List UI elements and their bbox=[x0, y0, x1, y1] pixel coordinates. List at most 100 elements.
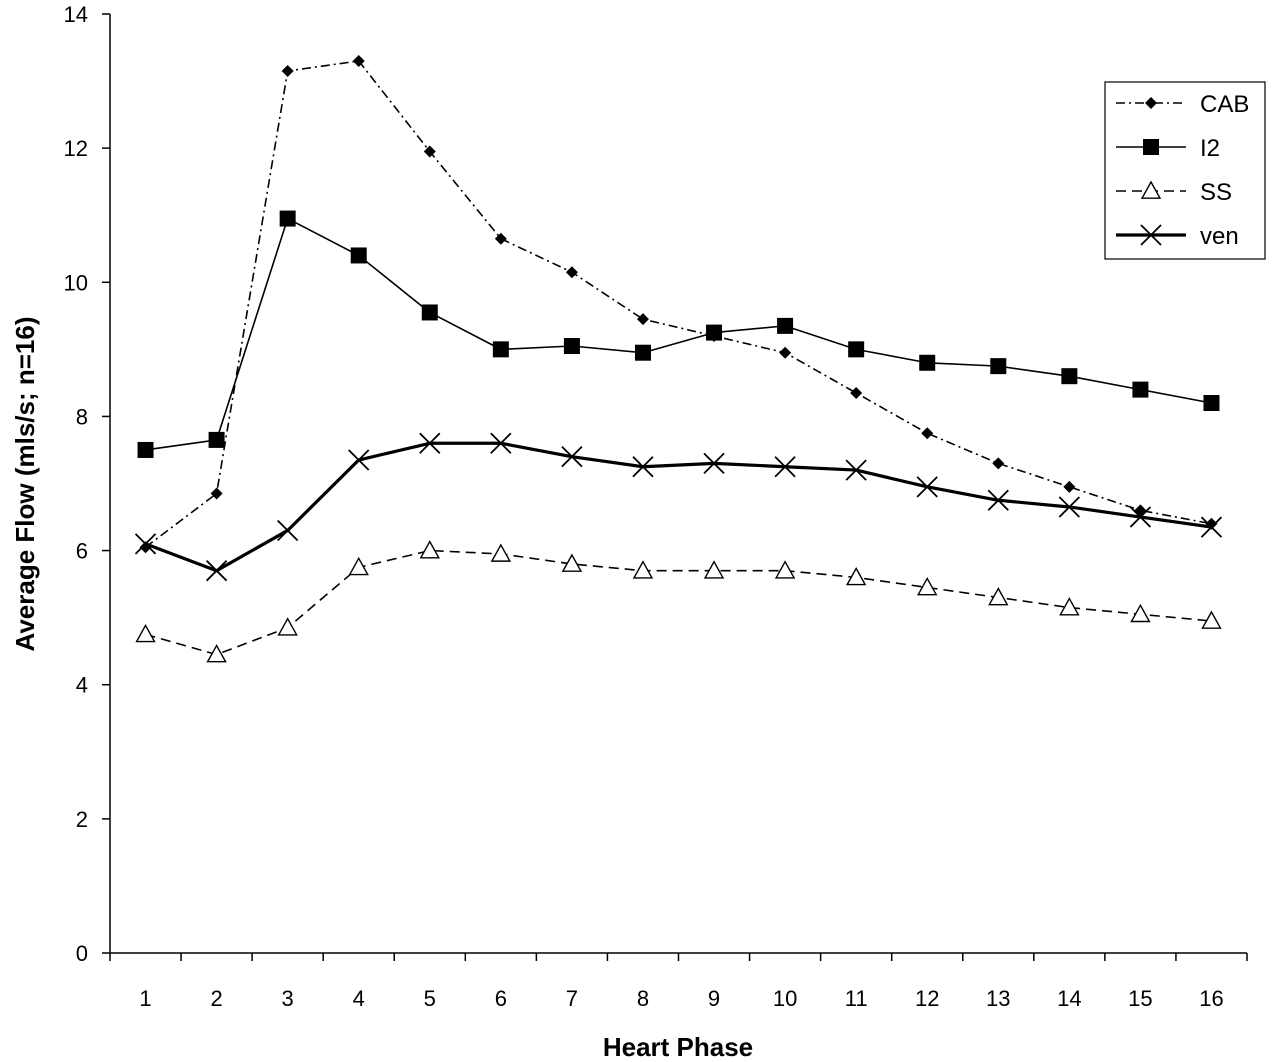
data-point-cab bbox=[352, 54, 365, 67]
data-point-ss bbox=[845, 566, 867, 586]
data-point-cab bbox=[494, 232, 507, 245]
data-point-ss bbox=[1130, 603, 1151, 623]
data-point-i2 bbox=[279, 210, 296, 227]
data-point-ven bbox=[1129, 506, 1152, 528]
y-tick-label: 10 bbox=[64, 270, 88, 295]
legend-label-ven: ven bbox=[1200, 223, 1239, 250]
data-point-ss bbox=[774, 560, 796, 579]
data-point-ven bbox=[1058, 496, 1080, 518]
x-tick-label: 7 bbox=[566, 986, 578, 1011]
y-tick-label: 12 bbox=[64, 136, 88, 161]
legend-label-ss: SS bbox=[1200, 179, 1232, 206]
chart-axes bbox=[109, 14, 1247, 954]
data-point-cab bbox=[1063, 480, 1076, 493]
y-tick-label: 2 bbox=[76, 807, 88, 832]
legend-marker-i2 bbox=[1143, 139, 1159, 155]
series-line-cab bbox=[145, 60, 1212, 548]
x-tick-label: 10 bbox=[773, 986, 797, 1011]
data-point-ven bbox=[419, 432, 441, 454]
legend: CAB I2 SS ven bbox=[1104, 81, 1266, 260]
series-cab bbox=[139, 54, 1218, 554]
data-point-ven bbox=[987, 489, 1009, 511]
data-point-ss bbox=[419, 540, 440, 559]
x-tick-label: 9 bbox=[708, 986, 720, 1011]
data-point-i2 bbox=[777, 317, 794, 334]
series-line-i2 bbox=[145, 217, 1212, 451]
data-point-i2 bbox=[990, 358, 1007, 375]
data-point-ss bbox=[348, 556, 369, 576]
data-point-i2 bbox=[492, 341, 509, 358]
data-point-ven bbox=[774, 456, 796, 478]
data-point-cab bbox=[636, 313, 649, 326]
series-line-ven bbox=[144, 441, 1212, 573]
data-point-cab bbox=[281, 65, 294, 78]
data-point-ss bbox=[988, 587, 1009, 606]
data-point-i2 bbox=[137, 441, 154, 458]
x-tick-label: 11 bbox=[845, 986, 868, 1011]
x-tick-label: 12 bbox=[915, 986, 939, 1011]
legend-marker-ven bbox=[1140, 224, 1162, 246]
x-tick-label: 2 bbox=[210, 986, 222, 1011]
data-point-i2 bbox=[1203, 395, 1220, 412]
data-point-i2 bbox=[706, 324, 723, 341]
x-tick-label: 3 bbox=[282, 986, 294, 1011]
legend-label-i2: I2 bbox=[1200, 135, 1220, 162]
x-tick-label: 14 bbox=[1057, 986, 1081, 1011]
y-axis-ticks: 0 2 4 6 8 10 12 14 bbox=[64, 2, 110, 966]
data-point-cab bbox=[1134, 504, 1147, 517]
y-tick-label: 4 bbox=[76, 673, 88, 698]
data-point-ven bbox=[632, 456, 654, 478]
data-point-ss bbox=[917, 577, 938, 596]
x-axis-ticks: 1 2 3 4 5 6 7 8 9 10 11 12 13 14 15 16 bbox=[109, 953, 1248, 1011]
data-point-ss bbox=[490, 543, 512, 562]
data-point-ss bbox=[277, 617, 298, 636]
data-point-ven bbox=[490, 432, 512, 454]
data-point-ven bbox=[205, 560, 228, 582]
data-point-ven bbox=[916, 476, 938, 498]
y-tick-label: 8 bbox=[76, 404, 88, 429]
x-tick-label: 6 bbox=[495, 986, 507, 1011]
data-point-cab bbox=[779, 346, 792, 359]
data-point-ss bbox=[135, 623, 156, 643]
x-tick-label: 5 bbox=[424, 986, 436, 1011]
data-point-ven bbox=[1200, 516, 1223, 538]
data-point-cab bbox=[210, 487, 223, 500]
y-tick-label: 14 bbox=[64, 2, 88, 27]
data-point-ven bbox=[845, 459, 867, 481]
series-ven bbox=[134, 432, 1223, 582]
legend-marker-ss bbox=[1140, 180, 1162, 199]
data-point-ven bbox=[134, 533, 157, 555]
x-tick-label: 15 bbox=[1128, 986, 1152, 1011]
data-point-ven bbox=[348, 449, 370, 471]
data-point-ss bbox=[1059, 597, 1080, 616]
data-point-i2 bbox=[1132, 381, 1149, 398]
x-tick-label: 13 bbox=[986, 986, 1010, 1011]
x-tick-label: 4 bbox=[353, 986, 365, 1011]
data-point-ven bbox=[703, 452, 725, 475]
data-point-i2 bbox=[208, 431, 225, 448]
x-tick-label: 16 bbox=[1199, 986, 1223, 1011]
data-point-ss bbox=[1201, 610, 1222, 629]
x-axis-title: Heart Phase bbox=[603, 1032, 753, 1062]
data-point-i2 bbox=[1061, 368, 1078, 385]
series-i2 bbox=[137, 210, 1220, 458]
data-point-ven bbox=[277, 519, 299, 542]
legend-marker-cab bbox=[1145, 97, 1157, 109]
y-axis-title: Average Flow (mls/s; n=16) bbox=[10, 317, 40, 652]
data-point-ss bbox=[561, 553, 583, 572]
data-point-ss bbox=[703, 560, 725, 579]
data-point-i2 bbox=[350, 247, 367, 264]
x-tick-label: 8 bbox=[637, 986, 649, 1011]
data-point-cab bbox=[565, 266, 578, 279]
data-point-i2 bbox=[563, 338, 580, 355]
y-tick-label: 6 bbox=[76, 539, 88, 564]
data-point-cab bbox=[992, 457, 1005, 470]
legend-box bbox=[1104, 81, 1266, 260]
data-point-ven bbox=[561, 446, 583, 468]
data-point-i2 bbox=[634, 344, 651, 361]
data-point-ss bbox=[206, 644, 227, 663]
legend-label-cab: CAB bbox=[1200, 91, 1249, 118]
data-point-cab bbox=[921, 427, 934, 440]
x-tick-label: 1 bbox=[139, 986, 151, 1011]
